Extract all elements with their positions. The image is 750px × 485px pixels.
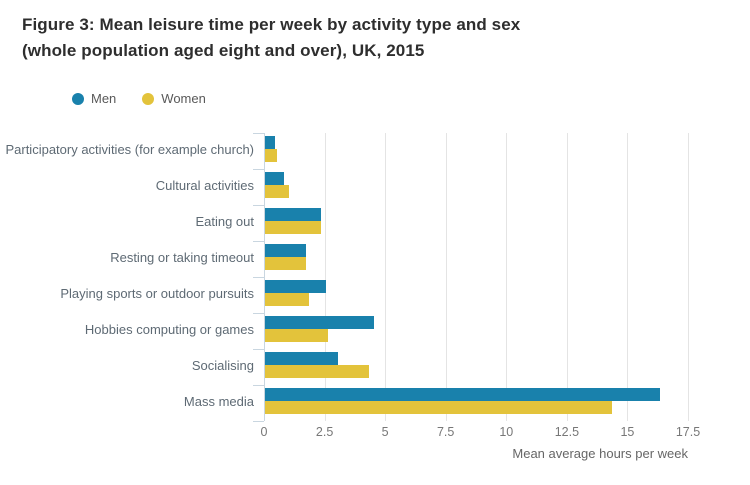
bar-men-5 <box>265 280 326 293</box>
x-tick-label-17.5: 17.5 <box>675 425 701 439</box>
gridline-x-15 <box>627 133 629 421</box>
y-axis-tick <box>253 169 264 170</box>
x-tick-label-15: 15 <box>620 425 635 439</box>
bar-men-3 <box>265 208 321 221</box>
figure-title: Figure 3: Mean leisure time per week by … <box>22 15 521 60</box>
category-label: Resting or taking timeout <box>110 249 254 265</box>
y-axis-tick <box>253 349 264 350</box>
x-axis-title: Mean average hours per week <box>512 446 688 461</box>
category-label: Socialising <box>191 357 254 373</box>
bar-women-7 <box>265 365 370 378</box>
gridline-x-10 <box>506 133 508 421</box>
x-tick-label-10: 10 <box>499 425 514 439</box>
y-axis-tick <box>253 205 264 206</box>
x-tick-label-2.5: 2.5 <box>315 425 334 439</box>
bar-men-7 <box>265 352 338 365</box>
men-series-swatch-icon <box>72 92 84 105</box>
category-label: Hobbies computing or games <box>84 321 254 337</box>
category-label: Eating out <box>195 213 254 229</box>
bar-men-4 <box>265 244 307 257</box>
x-tick-label-5: 5 <box>381 425 389 439</box>
category-label: Participatory activities (for example ch… <box>5 141 254 157</box>
women-series-swatch-icon <box>142 92 155 105</box>
gridline-x-12.5 <box>566 133 568 421</box>
gridline-x-2.5 <box>324 133 326 421</box>
gridline-x-7.5 <box>445 133 447 421</box>
bar-women-5 <box>265 293 309 306</box>
legend-item-men: Men <box>72 91 116 106</box>
chart-legend: Men Women <box>72 91 206 106</box>
x-tick-label-12.5: 12.5 <box>554 425 580 439</box>
legend-label-men: Men <box>91 91 117 106</box>
x-tick-label-7.5: 7.5 <box>436 425 455 439</box>
y-axis-tick <box>253 277 264 278</box>
y-axis-line <box>264 133 265 421</box>
bar-men-2 <box>265 172 285 185</box>
gridline-x-17.5 <box>688 133 689 421</box>
y-axis-tick <box>253 241 264 242</box>
legend-item-women: Women <box>142 91 206 106</box>
plot-area <box>253 133 689 422</box>
gridline-x-5 <box>385 133 387 421</box>
bar-women-8 <box>265 401 612 414</box>
bar-women-6 <box>265 329 328 342</box>
bar-men-8 <box>265 388 660 401</box>
bar-men-1 <box>265 136 275 149</box>
bar-women-4 <box>265 257 307 270</box>
category-label: Cultural activities <box>155 177 254 193</box>
y-axis-tick <box>253 385 264 386</box>
category-label: Mass media <box>183 393 254 409</box>
legend-label-women: Women <box>161 91 206 106</box>
bar-women-2 <box>265 185 290 198</box>
y-axis-tick <box>253 421 264 422</box>
y-axis-tick <box>253 133 264 134</box>
bar-women-1 <box>265 149 278 162</box>
x-tick-label-0: 0 <box>260 425 268 439</box>
y-axis-tick <box>253 313 264 314</box>
bar-men-6 <box>265 316 374 329</box>
category-label: Playing sports or outdoor pursuits <box>60 285 254 301</box>
bar-women-3 <box>265 221 321 234</box>
